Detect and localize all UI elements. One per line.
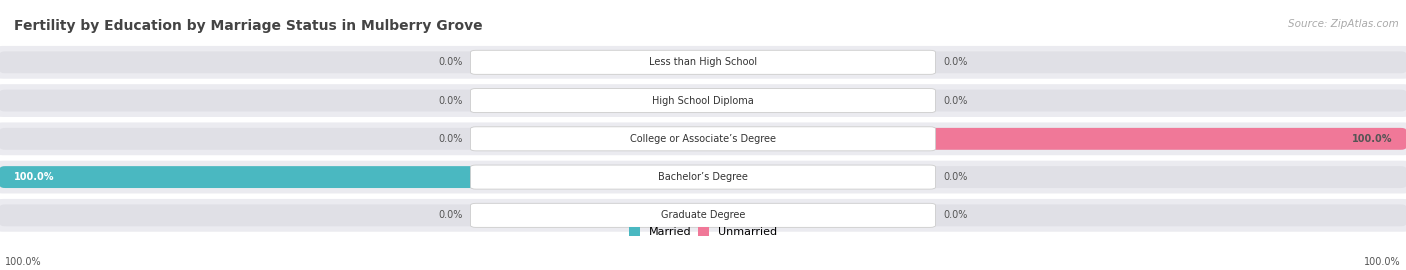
FancyBboxPatch shape	[928, 128, 1406, 150]
FancyBboxPatch shape	[0, 166, 481, 188]
Text: High School Diploma: High School Diploma	[652, 96, 754, 106]
Text: 0.0%: 0.0%	[943, 172, 967, 182]
FancyBboxPatch shape	[928, 128, 1406, 150]
Text: 0.0%: 0.0%	[943, 210, 967, 220]
FancyBboxPatch shape	[928, 90, 1406, 112]
Text: 100.0%: 100.0%	[1353, 134, 1392, 144]
Legend: Married, Unmarried: Married, Unmarried	[630, 227, 776, 237]
Text: 0.0%: 0.0%	[943, 96, 967, 106]
Text: 0.0%: 0.0%	[439, 57, 463, 67]
Text: Graduate Degree: Graduate Degree	[661, 210, 745, 220]
Text: Source: ZipAtlas.com: Source: ZipAtlas.com	[1288, 19, 1399, 29]
Text: 100.0%: 100.0%	[14, 172, 53, 182]
Text: 0.0%: 0.0%	[439, 96, 463, 106]
FancyBboxPatch shape	[0, 199, 1406, 232]
FancyBboxPatch shape	[471, 165, 935, 189]
FancyBboxPatch shape	[471, 89, 935, 113]
FancyBboxPatch shape	[0, 122, 1406, 155]
Text: 100.0%: 100.0%	[6, 257, 42, 267]
FancyBboxPatch shape	[928, 166, 1406, 188]
FancyBboxPatch shape	[0, 128, 478, 150]
FancyBboxPatch shape	[471, 50, 935, 74]
Text: 0.0%: 0.0%	[439, 210, 463, 220]
FancyBboxPatch shape	[0, 51, 478, 73]
FancyBboxPatch shape	[0, 84, 1406, 117]
FancyBboxPatch shape	[471, 127, 935, 151]
Text: Fertility by Education by Marriage Status in Mulberry Grove: Fertility by Education by Marriage Statu…	[14, 19, 482, 33]
FancyBboxPatch shape	[928, 51, 1406, 73]
Text: Bachelor’s Degree: Bachelor’s Degree	[658, 172, 748, 182]
FancyBboxPatch shape	[0, 161, 1406, 194]
FancyBboxPatch shape	[0, 166, 478, 188]
Text: 0.0%: 0.0%	[943, 57, 967, 67]
Text: 0.0%: 0.0%	[439, 134, 463, 144]
FancyBboxPatch shape	[471, 203, 935, 227]
FancyBboxPatch shape	[0, 90, 478, 112]
Text: 100.0%: 100.0%	[1364, 257, 1400, 267]
FancyBboxPatch shape	[928, 204, 1406, 226]
FancyBboxPatch shape	[0, 204, 478, 226]
Text: Less than High School: Less than High School	[650, 57, 756, 67]
FancyBboxPatch shape	[0, 46, 1406, 79]
Text: College or Associate’s Degree: College or Associate’s Degree	[630, 134, 776, 144]
